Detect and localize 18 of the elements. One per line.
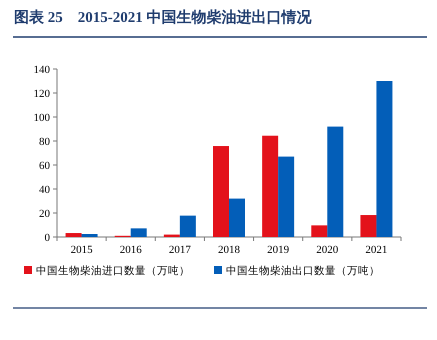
y-tick-label: 40 [39,184,50,196]
x-tick-label: 2016 [120,244,142,256]
x-tick-label: 2018 [218,244,240,256]
y-tick-label: 100 [34,112,50,124]
x-tick-label: 2019 [267,244,290,256]
y-tick-label: 20 [39,208,50,220]
y-tick-label: 80 [39,136,50,148]
y-tick-label: 140 [34,64,50,76]
x-tick-label: 2020 [316,244,339,256]
y-tick-label: 60 [39,160,50,172]
y-tick-label: 120 [34,88,50,100]
chart-title: 图表 25 2015-2021 中国生物柴油进出口情况 [14,9,312,26]
y-tick-label: 0 [44,232,50,244]
x-tick-label: 2017 [168,244,192,256]
x-tick-label: 2021 [365,244,388,256]
legend-label: 中国生物柴油进口数量（万吨） [36,264,190,277]
legend-label: 中国生物柴油出口数量（万吨） [226,264,380,277]
x-tick-label: 2015 [70,244,94,256]
